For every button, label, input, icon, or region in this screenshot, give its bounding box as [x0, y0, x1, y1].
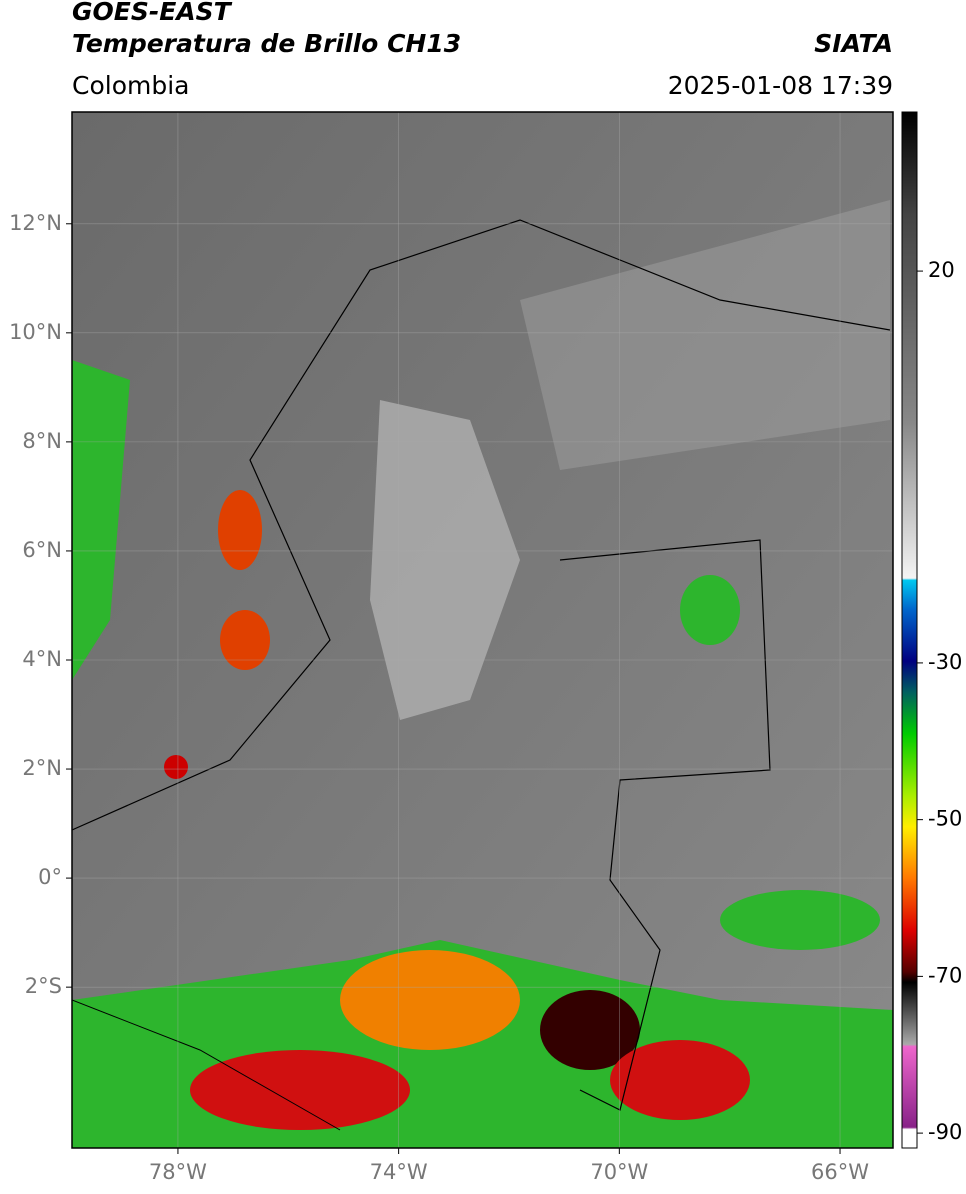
lat-label: 10°N — [9, 320, 62, 344]
lat-label: 8°N — [22, 429, 62, 453]
lon-label: 66°W — [811, 1160, 869, 1184]
colorbar — [901, 111, 918, 1149]
colorbar-label: 20 — [928, 258, 955, 282]
lat-label: 6°N — [22, 538, 62, 562]
lat-label: 4°N — [22, 647, 62, 671]
colorbar-label: -90 — [928, 1120, 962, 1144]
lat-label: 12°N — [9, 211, 62, 235]
map-frame — [71, 111, 894, 1149]
colorbar-label: -50 — [928, 807, 962, 831]
colorbar-label: -70 — [928, 963, 962, 987]
lon-label: 70°W — [590, 1160, 648, 1184]
lon-label: 74°W — [370, 1160, 428, 1184]
lat-label: 2°N — [22, 756, 62, 780]
lat-label: 0° — [38, 865, 62, 889]
source: SIATA — [814, 29, 893, 58]
datetime: 2025-01-08 17:39 — [668, 71, 893, 100]
title: GOES-EAST — [72, 0, 233, 26]
satellite-image — [72, 112, 893, 1148]
region: Colombia — [72, 71, 189, 100]
colorbar-label: -30 — [928, 650, 962, 674]
lat-label: 2°S — [25, 974, 62, 998]
subtitle: Temperatura de Brillo CH13 — [72, 29, 461, 58]
lon-label: 78°W — [149, 1160, 207, 1184]
